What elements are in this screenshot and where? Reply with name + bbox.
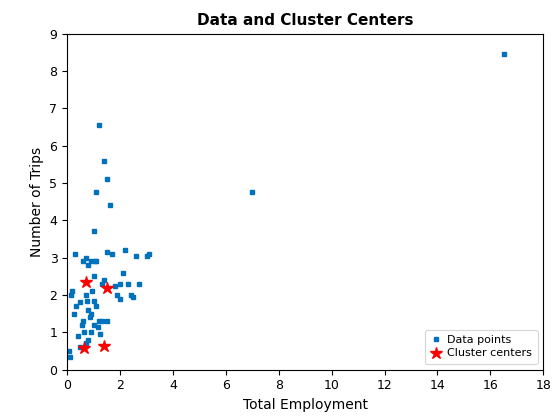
- Cluster centers: [82, 279, 89, 284]
- Legend: Data points, Cluster centers: Data points, Cluster centers: [425, 330, 538, 364]
- Title: Data and Cluster Centers: Data and Cluster Centers: [197, 13, 413, 28]
- Data points: [67, 354, 73, 359]
- Cluster centers: [81, 345, 88, 350]
- X-axis label: Total Employment: Total Employment: [242, 398, 368, 412]
- Line: Data points: Data points: [67, 52, 506, 359]
- Data points: [500, 52, 507, 57]
- Line: Cluster centers: Cluster centers: [78, 276, 113, 354]
- Data points: [87, 330, 94, 335]
- Data points: [77, 345, 84, 350]
- Data points: [85, 262, 92, 268]
- Cluster centers: [104, 286, 110, 291]
- Cluster centers: [101, 344, 108, 349]
- Data points: [249, 190, 256, 195]
- Data points: [81, 330, 88, 335]
- Data points: [116, 281, 123, 286]
- Y-axis label: Number of Trips: Number of Trips: [30, 147, 44, 257]
